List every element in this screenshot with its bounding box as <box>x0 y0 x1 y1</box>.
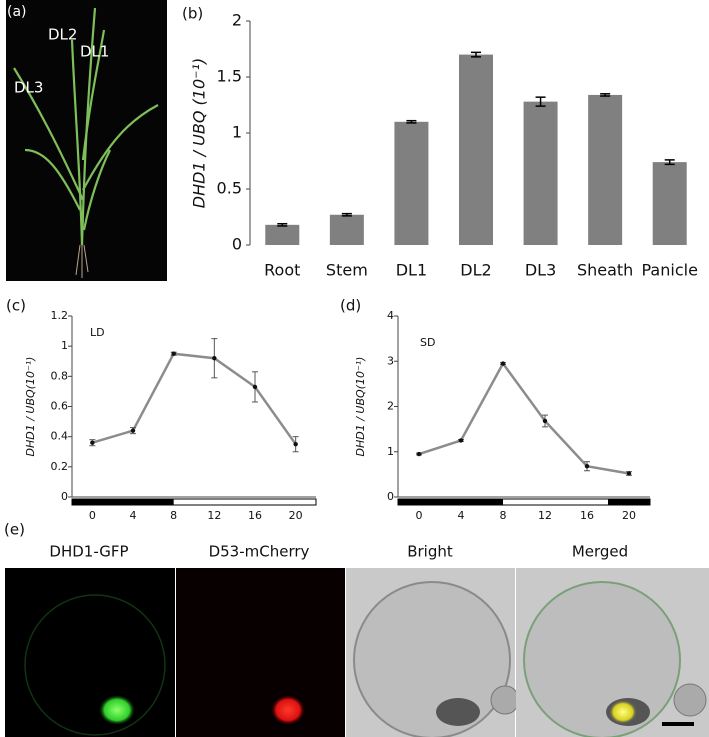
point <box>458 438 464 443</box>
x-tick-label: Root <box>264 261 300 280</box>
bar <box>588 94 623 245</box>
bar <box>394 121 429 245</box>
y-tick-label: 0.6 <box>51 400 69 413</box>
x-tick-label: 12 <box>538 509 552 522</box>
x-tick-label: Stem <box>326 261 368 280</box>
x-tick-label: 12 <box>207 509 221 522</box>
photo-label: DL1 <box>80 43 109 61</box>
y-axis-label: DHD1 / UBQ (10⁻¹) <box>190 58 209 208</box>
image-label: Bright <box>407 543 453 561</box>
y-tick-label: 0.2 <box>51 460 69 473</box>
point <box>500 361 506 366</box>
y-tick-label: 3 <box>387 354 394 367</box>
x-tick-label: DL2 <box>460 261 491 280</box>
y-tick-label: 2 <box>387 400 394 413</box>
x-tick-label: 16 <box>248 509 262 522</box>
y-tick-label: 4 <box>387 309 394 322</box>
point <box>542 418 548 424</box>
y-tick-label: 2 <box>232 11 242 30</box>
bar <box>523 101 558 245</box>
point <box>212 356 217 361</box>
y-tick-label: 0 <box>61 490 68 503</box>
y-tick-label: 0 <box>387 490 394 503</box>
y-tick-label: 1 <box>61 339 68 352</box>
bar <box>459 54 493 245</box>
photo-label: DL3 <box>14 79 43 97</box>
dark-period <box>72 499 174 505</box>
annotation: LD <box>90 326 105 339</box>
x-tick-label: 20 <box>289 509 303 522</box>
bar <box>329 214 364 245</box>
point <box>130 428 136 433</box>
panel-label: (d) <box>340 297 361 315</box>
annotation: SD <box>420 336 435 349</box>
roots <box>75 244 89 278</box>
scale-bar <box>662 722 694 726</box>
micrograph-bright <box>346 568 520 737</box>
y-tick-label: 0.5 <box>217 179 242 198</box>
point <box>584 464 590 469</box>
image-label: DHD1-GFP <box>49 543 128 561</box>
x-tick-label: Panicle <box>642 261 698 280</box>
x-tick-label: 4 <box>130 509 137 522</box>
x-tick-label: Sheath <box>577 261 633 280</box>
bar <box>652 162 687 245</box>
x-tick-label: 8 <box>170 509 177 522</box>
point <box>626 471 632 476</box>
y-axis-label: DHD1 / UBQ(10⁻¹) <box>24 357 37 457</box>
photo-label: DL2 <box>48 26 77 44</box>
x-tick-label: 16 <box>580 509 594 522</box>
y-tick-label: 1.5 <box>217 67 242 86</box>
x-tick-label: 8 <box>500 509 507 522</box>
dark-period <box>608 499 650 505</box>
point <box>416 451 422 457</box>
bar <box>265 224 300 245</box>
x-tick-label: 20 <box>622 509 636 522</box>
series-line <box>91 352 297 445</box>
y-tick-label: 0.8 <box>51 369 69 382</box>
series-line <box>418 361 630 475</box>
y-tick-label: 0.4 <box>51 430 69 443</box>
plant-drawing <box>13 7 159 246</box>
x-tick-label: 0 <box>89 509 96 522</box>
point <box>293 442 298 447</box>
y-axis-label: DHD1 / UBQ(10⁻¹) <box>354 357 367 457</box>
y-tick-label: 1 <box>232 123 242 142</box>
panel-label: (c) <box>6 297 26 315</box>
x-tick-label: 0 <box>416 509 423 522</box>
y-tick-label: 0 <box>232 235 242 254</box>
micrograph-merged <box>516 568 709 737</box>
point <box>171 351 176 356</box>
y-tick-label: 1 <box>387 445 394 458</box>
image-label: Merged <box>572 543 628 561</box>
x-tick-label: 4 <box>458 509 465 522</box>
point <box>252 384 258 390</box>
x-tick-label: DL3 <box>525 261 556 280</box>
dark-period <box>398 499 503 505</box>
panel-label: (b) <box>182 5 203 23</box>
panel-label: (a) <box>7 4 27 20</box>
micrograph-mcherry <box>176 568 345 737</box>
y-tick-label: 1.2 <box>51 309 69 322</box>
point <box>90 440 95 445</box>
micrograph-gfp <box>5 568 175 737</box>
image-label: D53-mCherry <box>209 543 310 561</box>
x-tick-label: DL1 <box>396 261 427 280</box>
panel-label: (e) <box>4 521 25 539</box>
